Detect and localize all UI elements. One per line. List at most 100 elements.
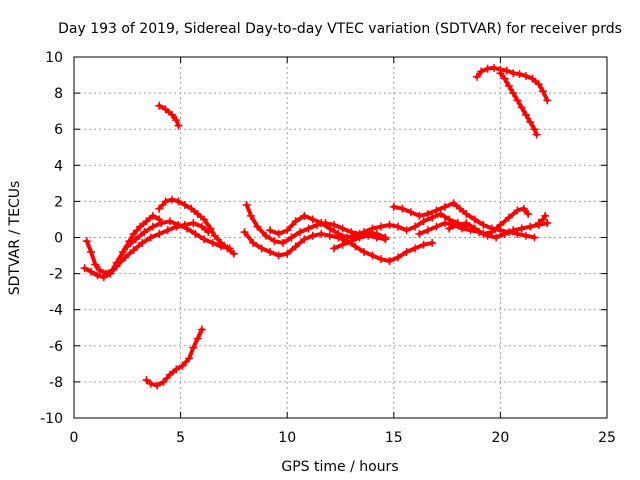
data-point — [308, 231, 317, 240]
data-point — [112, 262, 121, 271]
data-point — [504, 81, 513, 90]
data-point — [398, 204, 407, 213]
data-point — [528, 74, 537, 83]
data-point — [291, 242, 300, 251]
series-arc-i — [266, 210, 471, 242]
data-point — [496, 69, 505, 78]
data-series — [80, 63, 552, 390]
data-point — [193, 210, 202, 219]
data-point — [541, 211, 550, 220]
data-point — [389, 202, 398, 211]
data-point — [223, 244, 232, 253]
data-point — [462, 210, 471, 219]
x-tick-label: 5 — [176, 430, 185, 446]
data-point — [172, 116, 181, 125]
y-tick-label: -2 — [49, 267, 63, 283]
data-point — [330, 220, 339, 229]
data-point — [394, 253, 403, 262]
data-point — [287, 233, 296, 242]
data-point — [283, 226, 292, 235]
data-point — [300, 235, 309, 244]
data-point — [492, 233, 501, 242]
series-trace — [498, 71, 539, 137]
series-arc-n — [472, 63, 552, 105]
data-point — [95, 265, 104, 274]
data-point — [178, 361, 187, 370]
data-point — [146, 379, 155, 388]
y-tick-label: -4 — [49, 303, 63, 319]
data-point — [283, 249, 292, 258]
data-point — [174, 220, 183, 229]
data-point — [534, 80, 543, 89]
data-point — [161, 105, 170, 114]
data-point — [157, 219, 166, 228]
data-point — [185, 354, 194, 363]
data-point — [513, 96, 522, 105]
data-point — [317, 229, 326, 238]
data-point — [509, 89, 518, 98]
data-point — [106, 269, 115, 278]
data-point — [300, 211, 309, 220]
data-point — [543, 219, 552, 228]
data-point — [411, 222, 420, 231]
x-tick-label: 0 — [70, 430, 79, 446]
data-point — [351, 242, 360, 251]
data-point — [479, 229, 488, 238]
data-point — [129, 229, 138, 238]
data-point — [453, 220, 462, 229]
data-point — [261, 231, 270, 240]
data-point — [513, 206, 522, 215]
data-point — [246, 211, 255, 220]
data-point — [187, 204, 196, 213]
data-point — [168, 110, 177, 119]
data-point — [402, 247, 411, 256]
data-point — [325, 231, 334, 240]
data-point — [161, 197, 170, 206]
data-point — [174, 121, 183, 130]
data-point — [347, 237, 356, 246]
data-point — [200, 235, 209, 244]
data-point — [521, 71, 530, 80]
data-point — [394, 222, 403, 231]
data-point — [249, 238, 258, 247]
data-point — [270, 237, 279, 246]
data-point — [174, 197, 183, 206]
data-point — [165, 370, 174, 379]
x-tick-label: 25 — [598, 430, 616, 446]
data-point — [521, 110, 530, 119]
y-tick-label: -8 — [49, 375, 63, 391]
data-point — [80, 264, 89, 273]
data-point — [530, 233, 539, 242]
data-point — [411, 244, 420, 253]
data-point — [148, 211, 157, 220]
data-point — [291, 217, 300, 226]
data-point — [342, 233, 351, 242]
y-tick-label: 0 — [54, 231, 63, 247]
data-point — [191, 229, 200, 238]
y-tick-label: 8 — [54, 86, 63, 102]
data-point — [274, 251, 283, 260]
data-point — [436, 210, 445, 219]
series-arc-p — [534, 211, 550, 228]
data-point — [406, 208, 415, 217]
data-point — [539, 87, 548, 96]
data-point — [257, 244, 266, 253]
data-point — [121, 253, 130, 262]
data-point — [504, 213, 513, 222]
data-point — [172, 365, 181, 374]
x-tick-label: 15 — [385, 430, 403, 446]
data-point — [385, 220, 394, 229]
data-point — [368, 224, 377, 233]
data-point — [483, 64, 492, 73]
data-point — [82, 237, 91, 246]
data-point — [87, 247, 96, 256]
data-point — [479, 220, 488, 229]
data-point — [123, 242, 132, 251]
data-point — [274, 229, 283, 238]
data-point — [419, 240, 428, 249]
data-point — [136, 222, 145, 231]
data-point — [432, 206, 441, 215]
data-point — [509, 69, 518, 78]
data-point — [515, 70, 524, 79]
